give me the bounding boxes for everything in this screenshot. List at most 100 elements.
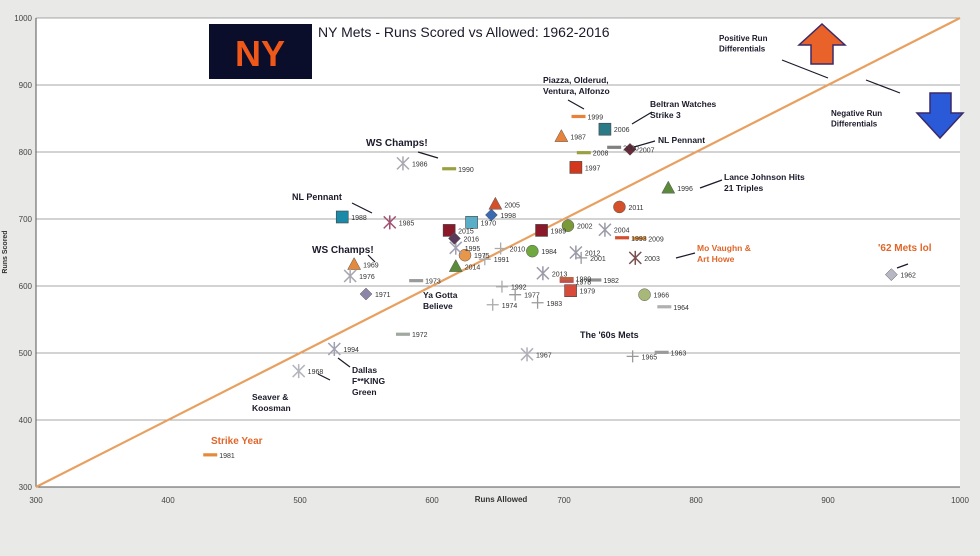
logo-letters: NY bbox=[235, 33, 285, 74]
year-label-1995: 1995 bbox=[465, 246, 481, 253]
point-1986 bbox=[396, 156, 410, 171]
annotation-line: Piazza, Olderud, bbox=[543, 75, 609, 85]
data-points bbox=[203, 114, 898, 457]
annotation-line: WS Champs! bbox=[312, 245, 374, 256]
down-arrow-icon bbox=[915, 92, 965, 140]
year-label-1972: 1972 bbox=[412, 332, 428, 339]
y-axis-ticks: 300 400 500 600 700 800 900 1000 bbox=[14, 14, 32, 492]
year-label-1987: 1987 bbox=[570, 135, 586, 142]
leader-line bbox=[865, 79, 901, 94]
point-2010 bbox=[494, 242, 507, 255]
year-label-1974: 1974 bbox=[502, 303, 518, 310]
point-1989 bbox=[535, 224, 548, 237]
annotation-line: Dallas bbox=[352, 365, 377, 375]
year-label-1998: 1998 bbox=[500, 213, 516, 220]
year-label-1971: 1971 bbox=[375, 292, 391, 299]
annotation-line: Art Howe bbox=[697, 254, 735, 264]
year-label-1992: 1992 bbox=[511, 285, 527, 292]
year-label-1993: 1993 bbox=[631, 236, 647, 243]
year-label-1964: 1964 bbox=[673, 305, 689, 312]
annotation-line: Ya Gotta bbox=[423, 290, 458, 300]
year-label-1985: 1985 bbox=[399, 220, 415, 227]
point-1988 bbox=[335, 210, 349, 224]
annotation-line: Strike 3 bbox=[650, 110, 681, 120]
annotation-label: '62 Mets lol bbox=[878, 243, 932, 254]
year-label-1973: 1973 bbox=[425, 279, 441, 286]
point-2002 bbox=[561, 219, 575, 232]
year-label-1989: 1989 bbox=[551, 228, 567, 235]
annotation-leaders bbox=[317, 59, 909, 381]
annotation-label: Beltran Watches Strike 3 bbox=[650, 99, 717, 120]
y-tick-label: 600 bbox=[19, 282, 33, 291]
year-label-1975: 1975 bbox=[474, 253, 490, 260]
year-label-1984: 1984 bbox=[541, 249, 557, 256]
point-1991 bbox=[478, 253, 491, 266]
year-label-2014: 2014 bbox=[465, 265, 481, 272]
annotation-line: F**KING bbox=[352, 376, 385, 386]
year-label-2015: 2015 bbox=[458, 228, 474, 235]
point-1979 bbox=[564, 284, 577, 297]
leader-line bbox=[896, 263, 909, 269]
point-1982 bbox=[587, 278, 602, 282]
x-tick-label: 800 bbox=[689, 496, 703, 505]
annotation-line: Differentials bbox=[831, 119, 878, 128]
point-2013 bbox=[536, 266, 550, 281]
up-arrow-icon bbox=[797, 22, 847, 65]
annotation-line: Strike Year bbox=[211, 436, 263, 447]
point-1964 bbox=[657, 305, 672, 309]
year-label-2001: 2001 bbox=[590, 256, 606, 263]
x-tick-label: 1000 bbox=[951, 496, 969, 505]
annotation-line: Beltran Watches bbox=[650, 99, 717, 109]
year-label-2000: 2000 bbox=[623, 145, 639, 152]
point-1984 bbox=[526, 244, 539, 258]
x-tick-label: 400 bbox=[161, 496, 175, 505]
year-label-1979: 1979 bbox=[580, 289, 596, 296]
annotation-label: WS Champs! bbox=[312, 245, 374, 256]
point-2015 bbox=[442, 224, 456, 237]
annotation-label: Ya Gotta Believe bbox=[423, 290, 458, 311]
annotation-line: The '60s Mets bbox=[580, 330, 639, 340]
point-1966 bbox=[638, 288, 651, 301]
point-1993 bbox=[615, 236, 630, 240]
annotation-line: Believe bbox=[423, 301, 453, 311]
x-tick-label: 300 bbox=[29, 496, 43, 505]
year-label-2006: 2006 bbox=[614, 127, 630, 134]
year-label-1968: 1968 bbox=[308, 369, 324, 376]
point-1977 bbox=[509, 288, 522, 301]
point-1963 bbox=[654, 350, 669, 354]
annotation-label: Strike Year bbox=[211, 436, 263, 447]
x-tick-label: 900 bbox=[821, 496, 835, 505]
point-1969 bbox=[347, 257, 362, 270]
year-label-2007: 2007 bbox=[639, 147, 655, 154]
point-1999 bbox=[571, 114, 586, 119]
year-label-1976: 1976 bbox=[359, 274, 375, 281]
point-1983 bbox=[531, 296, 544, 309]
annotation-line: Lance Johnson Hits bbox=[724, 172, 805, 182]
year-label-1978: 1978 bbox=[576, 279, 592, 286]
point-2009 bbox=[632, 236, 647, 241]
x-axis-label: Runs Allowed bbox=[475, 495, 528, 504]
y-tick-label: 700 bbox=[19, 215, 33, 224]
point-1962 bbox=[885, 268, 898, 281]
point-1965 bbox=[626, 350, 639, 363]
differential-arrows bbox=[797, 22, 965, 140]
year-label-1969: 1969 bbox=[363, 263, 379, 270]
year-label-1986: 1986 bbox=[412, 161, 428, 168]
annotation-line: Mo Vaughn & bbox=[697, 243, 751, 253]
point-1976 bbox=[343, 268, 357, 283]
logo-background bbox=[209, 24, 312, 79]
point-2007 bbox=[623, 142, 637, 156]
point-2011 bbox=[613, 200, 626, 214]
y-tick-label: 400 bbox=[19, 416, 33, 425]
gridlines bbox=[36, 17, 960, 488]
point-1996 bbox=[661, 180, 676, 194]
year-label-1990: 1990 bbox=[458, 167, 474, 174]
point-1987 bbox=[554, 129, 569, 142]
year-label-1963: 1963 bbox=[671, 350, 687, 357]
leader-line bbox=[351, 202, 373, 214]
point-2006 bbox=[598, 122, 612, 136]
annotation-line: NL Pennant bbox=[658, 135, 705, 145]
y-tick-label: 300 bbox=[19, 483, 33, 492]
mets-logo: NY bbox=[209, 24, 312, 79]
